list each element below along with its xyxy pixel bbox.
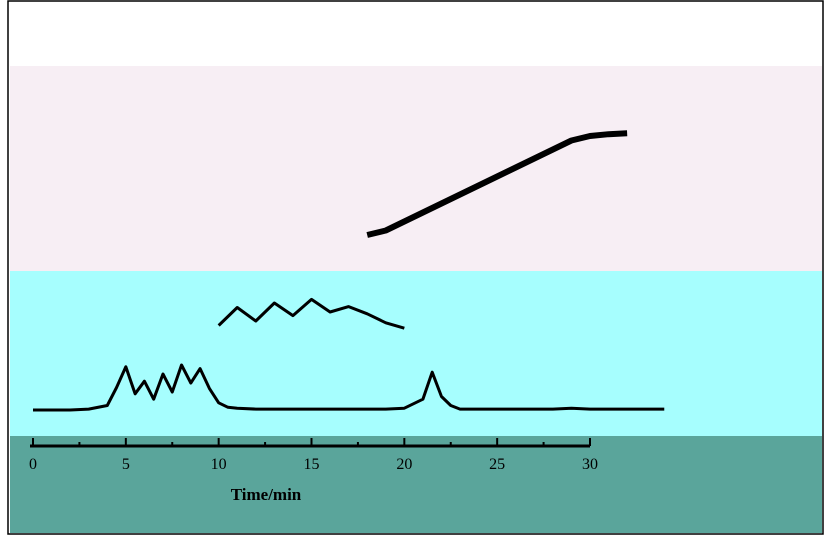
series-line-3 — [366, 130, 628, 238]
background-band-upper — [10, 66, 822, 271]
x-tick-label: 30 — [582, 456, 598, 473]
x-tick-label: 10 — [211, 456, 227, 473]
background-band-middle — [10, 271, 822, 436]
x-tick-label: 0 — [29, 456, 37, 473]
x-axis-label: Time/min — [231, 485, 302, 504]
series-group — [33, 130, 665, 412]
x-axis — [30, 438, 591, 448]
x-tick-label: 20 — [396, 456, 412, 473]
background-band-bottom — [10, 436, 822, 533]
x-tick-label: 25 — [489, 456, 505, 473]
x-tick-label: 15 — [304, 456, 320, 473]
series-line-2 — [217, 297, 405, 330]
x-tick-label: 5 — [122, 456, 130, 473]
x-tick-labels: 0 5 10 15 20 25 30 — [29, 456, 598, 473]
series-line-1 — [33, 363, 665, 412]
